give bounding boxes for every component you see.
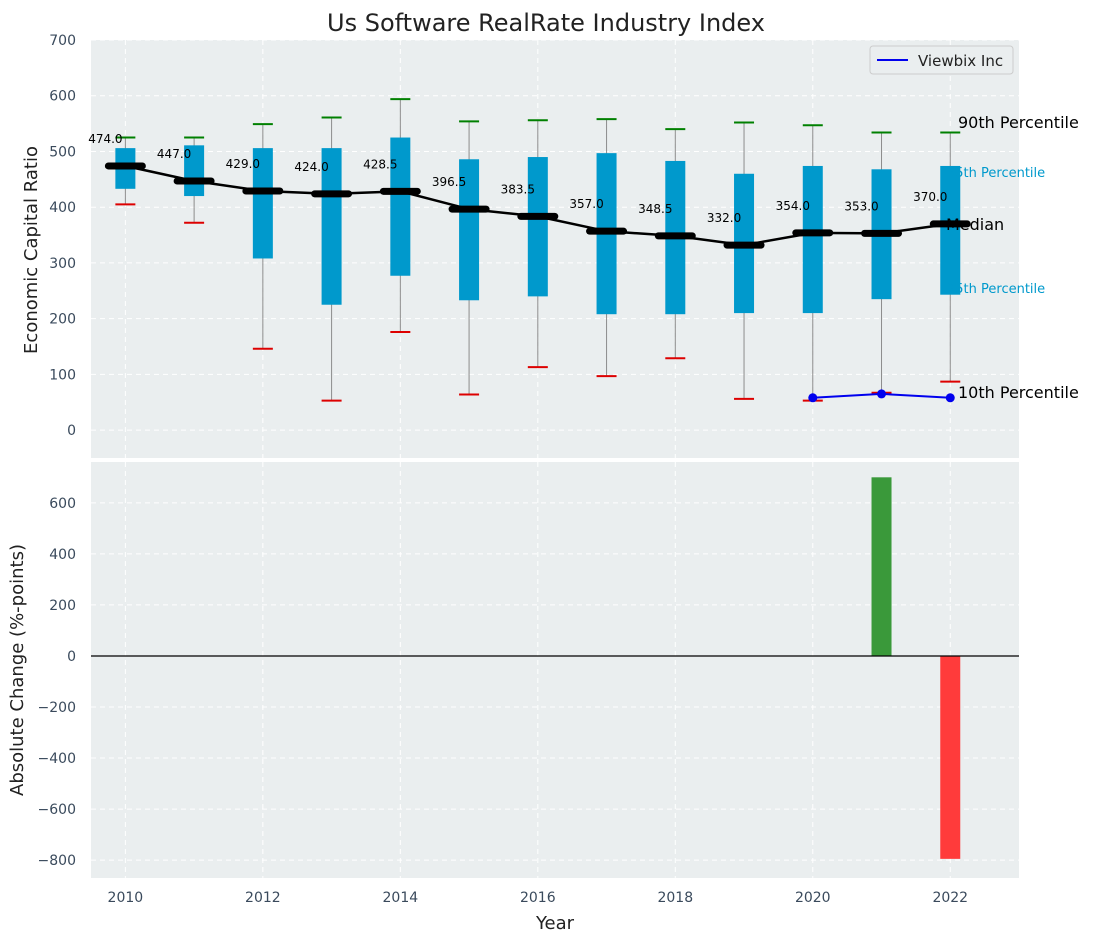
x-tick-2012: 2012 (245, 890, 281, 906)
iqr-box-2013 (321, 148, 342, 305)
legend: Viewbix Inc (869, 45, 1014, 75)
median-label-2015: 396.5 (432, 175, 466, 189)
median-label-2020: 354.0 (776, 199, 810, 213)
annotation-p25: 25th Percentile (947, 282, 1045, 297)
bottom-y-tick--200: −200 (38, 700, 76, 716)
median-label-2016: 383.5 (501, 182, 535, 196)
top-y-tick-700: 700 (49, 33, 76, 49)
x-axis-label: Year (535, 913, 575, 934)
top-y-tick-400: 400 (49, 200, 76, 216)
series-point-viewbix-2022 (945, 393, 955, 403)
iqr-box-2020 (802, 165, 823, 314)
bottom-y-tick--800: −800 (38, 853, 76, 869)
iqr-box-2016 (527, 157, 548, 297)
series-point-viewbix-2021 (877, 389, 887, 399)
median-label-2022: 370.0 (913, 190, 947, 204)
top-y-tick-0: 0 (67, 423, 76, 439)
bottom-y-tick-0: 0 (67, 649, 76, 665)
bottom-y-axis-label: Absolute Change (%-points) (7, 544, 28, 796)
annotation-p10: 10th Percentile (958, 383, 1079, 402)
top-y-tick-300: 300 (49, 256, 76, 272)
median-label-2021: 353.0 (844, 199, 878, 213)
median-label-2012: 429.0 (226, 157, 260, 171)
top-y-tick-200: 200 (49, 312, 76, 328)
series-point-viewbix-2020 (808, 393, 818, 403)
legend-label-viewbix: Viewbix Inc (918, 52, 1003, 70)
x-tick-2020: 2020 (795, 890, 831, 906)
median-label-2018: 348.5 (638, 202, 672, 216)
legend-box (869, 45, 1014, 75)
iqr-box-2012 (252, 148, 273, 259)
median-label-2019: 332.0 (707, 211, 741, 225)
top-y-tick-600: 600 (49, 89, 76, 105)
axis-ticks: 0 100 200 300 400 500 600 700 −800 −600 −400 −200 0 2… (38, 33, 969, 906)
median-label-2010: 474.0 (88, 132, 122, 146)
x-tick-2010: 2010 (108, 890, 144, 906)
median-label-2017: 357.0 (569, 197, 603, 211)
annotation-median: Median (946, 215, 1004, 234)
annotation-p90: 90th Percentile (958, 113, 1079, 132)
bottom-y-tick--600: −600 (38, 802, 76, 818)
median-label-2014: 428.5 (363, 157, 397, 171)
median-label-2011: 447.0 (157, 147, 191, 161)
iqr-box-2015 (459, 159, 480, 301)
top-y-axis-label: Economic Capital Ratio (21, 146, 42, 354)
annotation-p75: 75th Percentile (947, 166, 1045, 181)
change-bar-2021 (871, 477, 892, 656)
change-bar-2022 (940, 655, 961, 859)
top-y-tick-500: 500 (49, 144, 76, 160)
bottom-y-tick-600: 600 (49, 496, 76, 512)
bottom-y-tick-400: 400 (49, 547, 76, 563)
x-tick-2016: 2016 (520, 890, 556, 906)
top-panel-bg (91, 40, 1019, 458)
top-y-tick-100: 100 (49, 367, 76, 383)
x-tick-2014: 2014 (383, 890, 419, 906)
median-label-2013: 424.0 (294, 160, 328, 174)
bottom-y-tick-200: 200 (49, 598, 76, 614)
bottom-y-tick--400: −400 (38, 751, 76, 767)
top-chart-marks: 474.0 447.0 429.0 424.0 428.5 396.5 383.5 357.0… (88, 98, 971, 403)
chart-title: Us Software RealRate Industry Index (327, 9, 765, 37)
iqr-box-2014 (390, 137, 411, 276)
x-tick-2022: 2022 (932, 890, 968, 906)
iqr-box-2022 (940, 165, 961, 295)
x-tick-2018: 2018 (657, 890, 693, 906)
bottom-chart-marks (91, 477, 1019, 859)
